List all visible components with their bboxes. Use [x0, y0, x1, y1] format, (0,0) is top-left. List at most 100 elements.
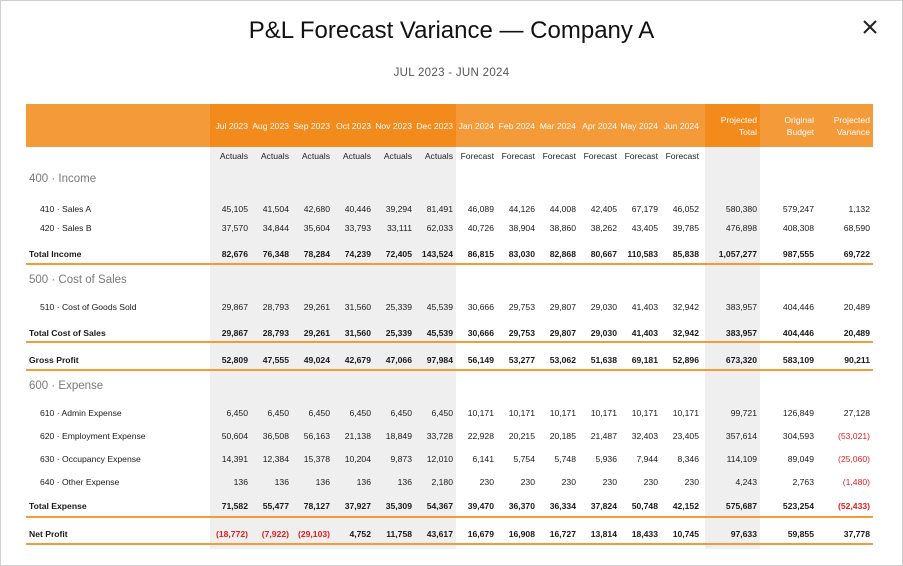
table-cell: 28,793: [262, 328, 289, 338]
table-cell: 230: [479, 477, 494, 487]
row-label: 630 · Occupancy Expense: [40, 454, 141, 464]
column-header[interactable]: Jul 2023: [215, 120, 249, 131]
table-cell: 42,405: [590, 204, 617, 214]
table-cell: 13,814: [590, 529, 617, 539]
table-cell: 12,010: [426, 454, 453, 464]
table-cell: 9,873: [390, 454, 412, 464]
table-cell: 78,284: [303, 249, 330, 259]
row-label: 420 · Sales B: [40, 223, 92, 233]
table-cell: 383,957: [725, 302, 757, 312]
table-cell: (53,021): [837, 431, 870, 441]
column-header[interactable]: Projected Variance: [833, 114, 870, 137]
table-cell: 6,450: [267, 408, 289, 418]
table-cell: 59,855: [787, 529, 814, 539]
column-header[interactable]: Feb 2024: [498, 120, 535, 131]
table-cell: 6,141: [472, 454, 494, 464]
table-cell: 20,185: [549, 431, 576, 441]
column-header[interactable]: Mar 2024: [539, 120, 576, 131]
table-cell: 18,433: [631, 529, 658, 539]
table-cell: 136: [315, 477, 330, 487]
table-cell: 36,334: [549, 501, 576, 511]
column-header[interactable]: Original Budget: [784, 114, 814, 137]
column-header[interactable]: Sep 2023: [293, 120, 330, 131]
table-cell: 10,171: [672, 408, 699, 418]
column-header[interactable]: May 2024: [620, 120, 658, 131]
section-expense: 600 · Expense: [29, 380, 104, 392]
column-type-label: Actuals: [219, 151, 248, 161]
column-type-label: Forecast: [583, 151, 617, 161]
table-cell: 143,524: [421, 249, 453, 259]
column-type-label: Actuals: [383, 151, 412, 161]
table-cell: (1,480): [842, 477, 870, 487]
table-cell: 383,957: [725, 328, 757, 338]
table-cell: 10,171: [590, 408, 617, 418]
table-cell: 8,346: [677, 454, 699, 464]
table-cell: 37,778: [843, 529, 870, 539]
column-header[interactable]: Projected Total: [720, 114, 757, 137]
table-cell: 35,309: [385, 501, 412, 511]
column-header[interactable]: Oct 2023: [336, 120, 371, 131]
table-cell: 230: [561, 477, 576, 487]
table-row: 630 · Occupancy Expense 14,391 12,384 15,37…: [26, 449, 873, 469]
table-cell: 76,348: [262, 249, 289, 259]
table-cell: 39,294: [385, 204, 412, 214]
table-cell: 50,604: [221, 431, 248, 441]
column-type-header: Actuals Actuals Actuals Actuals Actuals Actua…: [26, 147, 873, 166]
table-cell: 6,450: [431, 408, 453, 418]
table-cell: 5,748: [554, 454, 576, 464]
table-cell: 45,539: [426, 328, 453, 338]
column-type-label: Actuals: [301, 151, 330, 161]
close-icon[interactable]: [859, 16, 881, 38]
row-label: Total Cost of Sales: [29, 328, 106, 338]
table-cell: 6,450: [308, 408, 330, 418]
table-cell: 99,721: [730, 408, 757, 418]
table-cell: 97,984: [426, 355, 453, 365]
table-cell: 41,403: [631, 302, 658, 312]
table-cell: 38,904: [508, 223, 535, 233]
table-cell: 2,180: [431, 477, 453, 487]
table-cell: 56,149: [467, 355, 494, 365]
table-cell: 33,728: [426, 431, 453, 441]
table-cell: 39,470: [467, 501, 494, 511]
table-cell: 29,807: [549, 328, 576, 338]
table-cell: 230: [520, 477, 535, 487]
table-row: 510 · Cost of Goods Sold 29,867 28,793 29,2…: [26, 297, 873, 317]
table-cell: 27,128: [843, 408, 870, 418]
table-cell: (7,922): [261, 529, 289, 539]
column-header[interactable]: Aug 2023: [252, 120, 289, 131]
column-type-label: Forecast: [665, 151, 699, 161]
table-cell: 28,793: [262, 302, 289, 312]
table-cell: 39,785: [672, 223, 699, 233]
column-header[interactable]: Jan 2024: [458, 120, 494, 131]
column-header[interactable]: Nov 2023: [375, 120, 412, 131]
table-cell: 673,320: [725, 355, 757, 365]
table-cell: 20,215: [508, 431, 535, 441]
table-cell: 52,896: [672, 355, 699, 365]
table-cell: 29,261: [303, 328, 330, 338]
column-header[interactable]: Jun 2024: [663, 120, 699, 131]
table-row: Net Profit (18,772) (7,922) (29,103) 4,752 11…: [26, 524, 873, 544]
table-cell: 29,753: [508, 328, 535, 338]
table-cell: 35,604: [303, 223, 330, 233]
table-cell: 62,033: [426, 223, 453, 233]
actuals-shading: [210, 147, 456, 549]
table-cell: 53,062: [549, 355, 576, 365]
table-cell: 37,824: [590, 501, 617, 511]
table-cell: 68,590: [843, 223, 870, 233]
table-cell: 10,745: [672, 529, 699, 539]
column-header[interactable]: Dec 2023: [416, 120, 453, 131]
table-cell: 14,391: [221, 454, 248, 464]
column-header[interactable]: Apr 2024: [582, 120, 617, 131]
table-cell: 69,181: [631, 355, 658, 365]
table-cell: 20,489: [843, 328, 870, 338]
table-row: Total Income 82,676 76,348 78,284 74,239 72,4…: [26, 244, 873, 264]
column-type-label: Actuals: [424, 151, 453, 161]
table-cell: 408,308: [782, 223, 814, 233]
table-cell: 1,057,277: [718, 249, 757, 259]
table-cell: 10,171: [631, 408, 658, 418]
row-label: 640 · Other Expense: [40, 477, 120, 487]
table-cell: 20,489: [843, 302, 870, 312]
table-cell: 5,754: [513, 454, 535, 464]
table-cell: 21,487: [590, 431, 617, 441]
table-cell: 1,132: [848, 204, 870, 214]
